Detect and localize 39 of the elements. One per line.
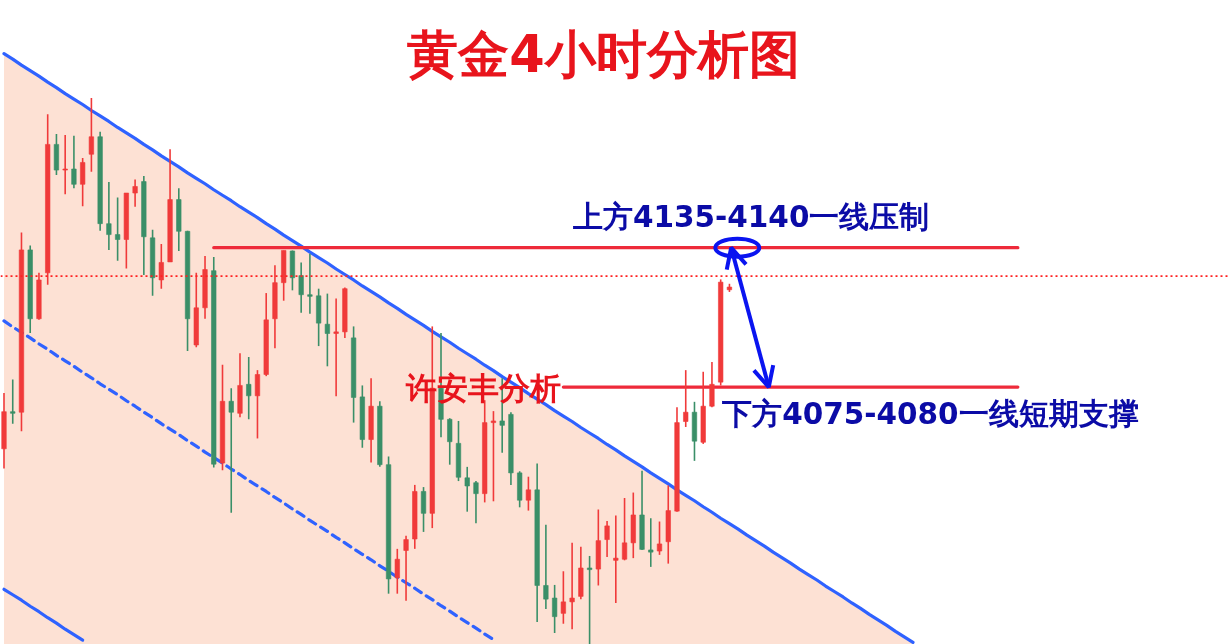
candlestick xyxy=(613,514,619,604)
candlestick xyxy=(464,466,470,513)
candlestick xyxy=(648,517,654,568)
candlestick xyxy=(158,243,164,290)
candlestick xyxy=(394,548,400,595)
candlestick xyxy=(552,584,558,634)
candlestick xyxy=(132,178,138,208)
candlestick xyxy=(298,261,304,314)
candlestick xyxy=(115,196,121,262)
candlestick xyxy=(621,497,628,562)
candlestick xyxy=(490,410,497,503)
chart-title: 黄金4小时分析图 xyxy=(407,25,800,84)
candlestick xyxy=(106,181,112,251)
candlestick xyxy=(604,520,610,558)
candlestick xyxy=(543,524,549,610)
candlestick xyxy=(324,292,330,368)
candlestick xyxy=(10,378,16,425)
candlestick xyxy=(71,134,77,189)
annotation: 上方4135-4140一线压制 xyxy=(571,199,930,234)
candlestick xyxy=(254,369,261,440)
candlestick xyxy=(420,486,427,533)
candlestick xyxy=(656,520,663,556)
candlestick xyxy=(307,252,313,315)
candlestick xyxy=(246,356,252,421)
candlestick xyxy=(80,157,86,207)
candlestick xyxy=(709,361,715,409)
candlestick xyxy=(447,417,453,466)
candlestick xyxy=(569,542,575,630)
candlestick xyxy=(587,555,593,644)
candlestick xyxy=(683,369,689,428)
candlestick xyxy=(560,570,566,625)
annotation: 下方4075-4080一线短期支撑 xyxy=(721,397,1139,432)
candlestick xyxy=(228,387,234,514)
candlestick xyxy=(403,534,409,602)
candlestick xyxy=(333,297,339,398)
candlestick xyxy=(88,97,94,173)
candlestick xyxy=(525,475,531,512)
candlestick xyxy=(473,480,479,524)
candlestick xyxy=(62,134,68,195)
